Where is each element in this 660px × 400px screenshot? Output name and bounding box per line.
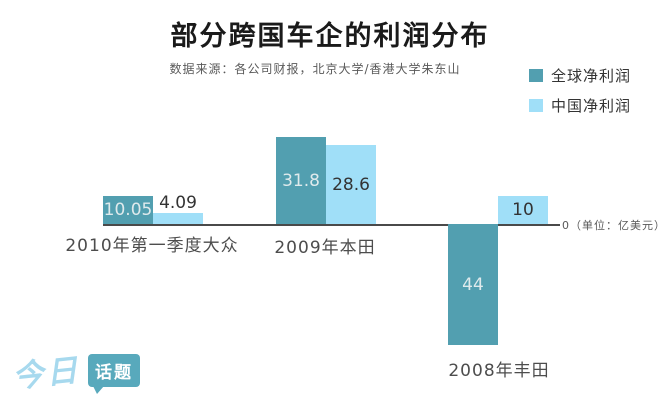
legend: 全球净利润 中国净利润 xyxy=(529,65,631,116)
bar-global-2: 44 xyxy=(448,224,498,345)
legend-label-global: 全球净利润 xyxy=(551,67,632,85)
category-label: 2010年第一季度大众 xyxy=(65,236,239,256)
bar-china-2: 10 xyxy=(498,196,548,224)
bar-global-0: 10.05 xyxy=(103,196,153,224)
page-title: 部分跨国车企的利润分布 xyxy=(170,21,490,52)
data-source-subtitle: 数据来源：各公司财报，北京大学/香港大学朱东山 xyxy=(169,62,461,76)
category-label: 2008年丰田 xyxy=(448,361,550,381)
legend-item-china: 中国净利润 xyxy=(529,95,631,116)
bar-china-1: 28.6 xyxy=(326,145,376,224)
legend-swatch-global-icon xyxy=(529,69,543,82)
bar-value-label: 10.05 xyxy=(103,200,153,220)
bar-value-label: 28.6 xyxy=(332,174,370,195)
bar-value-label: 10 xyxy=(512,200,534,220)
logo-jinri-huati: 今日 话题 xyxy=(11,348,140,395)
category-label: 2009年本田 xyxy=(274,238,376,258)
legend-label-china: 中国净利润 xyxy=(551,97,632,115)
bar-value-label: 4.09 xyxy=(159,193,197,213)
bar-value-label: 31.8 xyxy=(282,170,320,191)
legend-swatch-china-icon xyxy=(529,99,543,112)
legend-item-global: 全球净利润 xyxy=(529,65,631,86)
logo-text-jinri: 今日 xyxy=(10,352,83,396)
bar-value-label: 44 xyxy=(462,274,484,295)
bar-china-0: 4.09 xyxy=(153,193,203,224)
logo-speech-bubble-huati: 话题 xyxy=(88,354,140,394)
axis-unit-label: 0（单位：亿美元） xyxy=(562,219,660,232)
zero-axis-line xyxy=(103,224,560,226)
bar-global-1: 31.8 xyxy=(276,137,326,224)
